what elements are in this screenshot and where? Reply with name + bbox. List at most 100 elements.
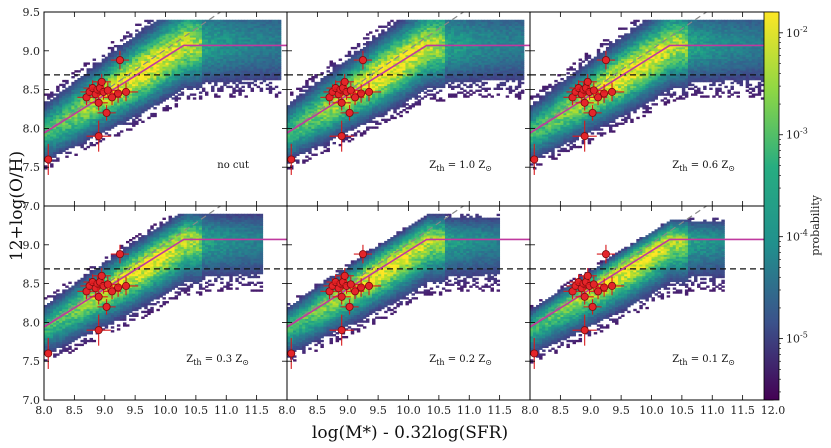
density-cell	[44, 101, 48, 104]
density-cell	[77, 124, 81, 127]
density-cell	[159, 60, 163, 63]
density-cell	[387, 35, 391, 38]
density-cell	[189, 58, 194, 61]
density-cell	[198, 62, 203, 65]
density-cell	[168, 70, 172, 73]
density-cell	[378, 79, 382, 83]
density-cell	[101, 58, 106, 61]
density-cell	[153, 31, 157, 34]
density-cell	[384, 62, 388, 65]
density-cell	[214, 77, 218, 81]
density-cell	[250, 52, 254, 56]
density-cell	[329, 118, 333, 122]
density-cell	[183, 50, 188, 54]
density-cell	[223, 72, 227, 75]
density-cell	[47, 141, 51, 145]
density-cell	[423, 33, 428, 36]
density-cell	[381, 48, 385, 52]
density-cell	[320, 122, 324, 125]
density-cell	[308, 91, 312, 94]
density-cell	[402, 19, 406, 23]
density-cell	[92, 112, 97, 116]
density-cell	[259, 60, 264, 63]
density-cell	[235, 31, 239, 34]
density-cell	[220, 46, 224, 50]
density-cell	[396, 48, 400, 52]
density-cell	[262, 27, 267, 30]
density-cell	[253, 52, 258, 56]
density-cell	[299, 99, 303, 102]
density-cell	[362, 130, 367, 133]
density-cell	[356, 66, 361, 69]
density-cell	[311, 101, 315, 104]
density-cell	[314, 122, 318, 125]
density-cell	[365, 95, 370, 98]
density-cell	[299, 151, 303, 155]
density-cell	[122, 37, 127, 40]
density-cell	[153, 76, 157, 79]
density-cell	[86, 83, 90, 87]
density-cell	[375, 114, 379, 118]
density-cell	[65, 97, 69, 100]
density-cell	[144, 66, 148, 69]
density-cell	[119, 97, 124, 100]
density-cell	[417, 23, 422, 26]
density-cell	[350, 138, 355, 141]
density-cell	[86, 72, 90, 75]
density-cell	[220, 87, 224, 90]
density-cell	[347, 77, 352, 81]
density-cell	[347, 103, 352, 106]
density-cell	[393, 89, 397, 92]
density-cell	[274, 54, 279, 58]
density-cell	[150, 87, 154, 90]
density-cell	[180, 41, 185, 44]
density-cell	[156, 64, 160, 67]
density-cell	[320, 141, 324, 145]
density-cell	[198, 25, 203, 28]
density-cell	[293, 134, 297, 137]
density-cell	[384, 83, 388, 87]
density-cell	[132, 74, 136, 77]
density-cell	[171, 81, 176, 85]
density-cell	[92, 132, 97, 135]
density-cell	[171, 58, 176, 61]
density-cell	[171, 33, 176, 36]
density-cell	[217, 46, 221, 50]
density-cell	[384, 58, 388, 61]
density-cell	[350, 101, 355, 104]
density-cell	[192, 54, 197, 58]
density-cell	[232, 91, 236, 94]
density-cell	[47, 97, 51, 100]
density-cell	[126, 112, 130, 116]
density-cell	[211, 58, 215, 61]
density-cell	[153, 27, 157, 30]
density-cell	[159, 41, 163, 44]
density-cell	[408, 62, 412, 65]
density-cell	[156, 56, 160, 59]
density-cell	[232, 27, 236, 30]
density-cell	[372, 93, 376, 96]
density-cell	[156, 41, 160, 44]
density-cell	[44, 165, 48, 168]
density-cell	[144, 43, 148, 46]
density-cell	[338, 97, 343, 100]
density-cell	[274, 41, 279, 44]
density-cell	[387, 52, 391, 56]
density-cell	[80, 105, 84, 108]
density-cell	[98, 114, 103, 118]
density-cell	[165, 109, 169, 112]
density-cell	[223, 62, 227, 65]
density-cell	[211, 31, 215, 34]
density-cell	[174, 46, 179, 50]
density-cell	[271, 54, 276, 58]
density-cell	[369, 56, 373, 59]
density-cell	[323, 110, 327, 114]
density-cell	[296, 161, 300, 164]
density-cell	[50, 110, 54, 114]
density-cell	[393, 99, 397, 102]
density-cell	[399, 43, 403, 46]
density-cell	[208, 33, 212, 36]
density-cell	[110, 110, 115, 114]
density-cell	[56, 95, 60, 98]
density-cell	[65, 105, 69, 108]
